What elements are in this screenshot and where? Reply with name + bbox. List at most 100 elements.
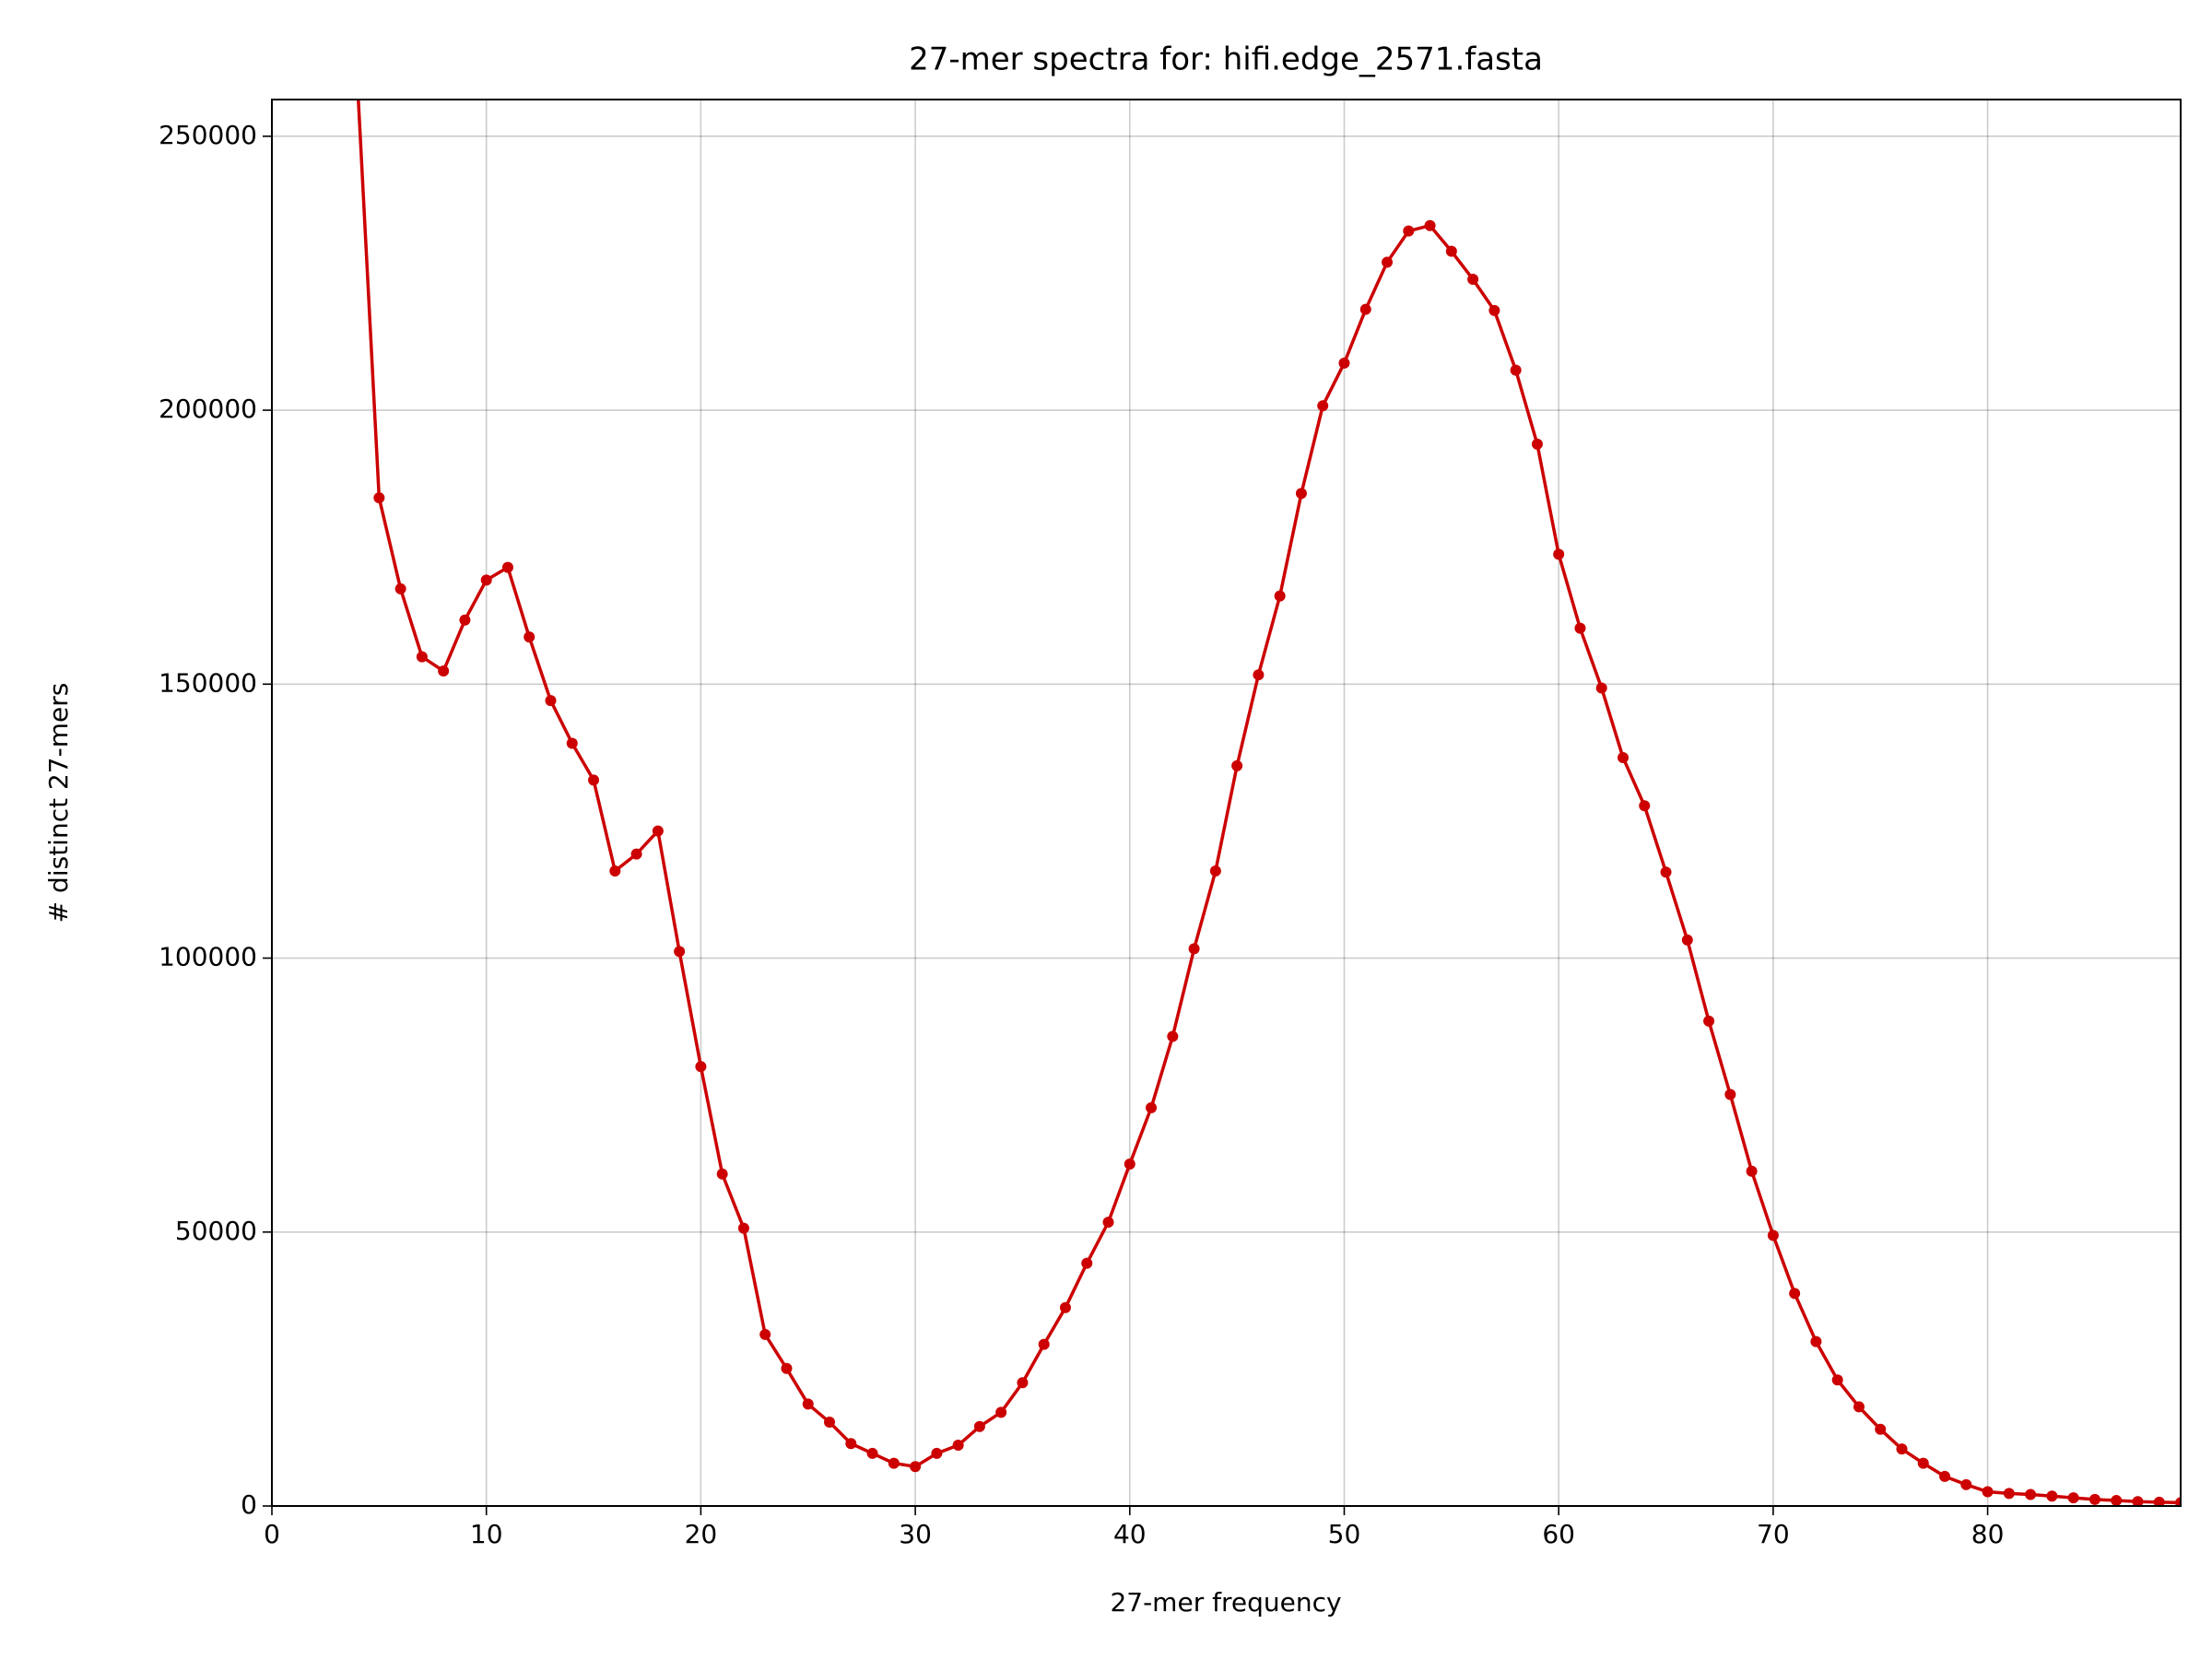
data-point — [1982, 1486, 1994, 1498]
data-point — [652, 825, 664, 837]
data-point — [1253, 669, 1265, 681]
x-tick-label: 0 — [264, 1519, 280, 1549]
data-point — [1017, 1377, 1029, 1389]
x-tick-label: 50 — [1328, 1519, 1361, 1549]
data-point — [888, 1457, 900, 1469]
data-point — [1810, 1335, 1822, 1347]
data-point — [1875, 1423, 1887, 1435]
data-point — [995, 1406, 1007, 1418]
x-tick-label: 70 — [1757, 1519, 1790, 1549]
x-tick-label: 40 — [1113, 1519, 1147, 1549]
data-point — [781, 1362, 793, 1374]
data-point — [1209, 865, 1221, 877]
data-point — [1231, 759, 1243, 771]
data-point — [845, 1438, 857, 1450]
x-tick-label: 60 — [1542, 1519, 1575, 1549]
data-point — [1295, 488, 1307, 500]
data-point — [1317, 400, 1329, 412]
data-point — [2067, 1492, 2079, 1504]
data-point — [1639, 800, 1651, 812]
data-point — [394, 582, 406, 594]
data-point — [545, 695, 557, 707]
data-point — [2111, 1495, 2123, 1506]
x-tick-label: 20 — [685, 1519, 718, 1549]
data-point — [1939, 1470, 1951, 1482]
data-point — [1102, 1217, 1114, 1229]
data-point — [1403, 225, 1415, 237]
data-point — [674, 946, 686, 958]
y-tick-label: 50000 — [175, 1216, 257, 1246]
data-point — [1917, 1457, 1929, 1469]
data-point — [1746, 1165, 1758, 1177]
data-point — [952, 1440, 964, 1452]
data-point — [1445, 245, 1457, 257]
x-axis-label: 27-mer frequency — [1110, 1587, 1341, 1618]
data-point — [973, 1420, 985, 1432]
data-point — [2025, 1488, 2037, 1500]
data-point — [1467, 273, 1479, 285]
data-point — [1359, 303, 1371, 315]
data-point — [1424, 219, 1436, 231]
data-point — [737, 1222, 749, 1234]
data-point — [1038, 1338, 1050, 1350]
data-point — [416, 651, 428, 663]
data-point — [480, 574, 492, 586]
data-point — [1382, 256, 1394, 268]
data-point — [1274, 590, 1286, 602]
data-point — [866, 1447, 878, 1459]
axes-frame — [271, 99, 2182, 1507]
data-point — [759, 1328, 771, 1340]
x-tick-label: 10 — [470, 1519, 503, 1549]
x-tick-label: 80 — [1971, 1519, 2005, 1549]
data-point — [2132, 1496, 2144, 1506]
data-point — [1059, 1301, 1071, 1313]
ticks: 0 10 20 30 40 50 60 70 80 0 50000 100000 150000 20000… — [159, 120, 2004, 1549]
data-point — [2003, 1488, 2015, 1500]
data-point — [630, 848, 642, 860]
data-point — [1146, 1101, 1158, 1113]
chart-title: 27-mer spectra for: hifi.edge_2571.fasta — [909, 41, 1543, 78]
data-point — [1124, 1159, 1135, 1171]
data-point — [1660, 866, 1672, 878]
data-point — [1724, 1088, 1736, 1100]
data-point — [588, 774, 600, 786]
data-point — [1767, 1230, 1779, 1241]
y-tick-label: 0 — [241, 1489, 257, 1520]
data-point — [1853, 1401, 1865, 1413]
data-point — [1488, 304, 1500, 316]
data-point — [716, 1168, 728, 1180]
data-point — [2153, 1496, 2165, 1506]
data-point — [1553, 548, 1565, 560]
x-tick-label: 30 — [899, 1519, 932, 1549]
data-point — [2046, 1490, 2058, 1502]
data-point — [802, 1398, 814, 1410]
data-point — [1081, 1257, 1093, 1269]
data-point — [2175, 1497, 2181, 1506]
data-point — [1338, 357, 1350, 369]
data-point — [609, 865, 621, 877]
y-tick-label: 100000 — [159, 942, 257, 972]
y-axis-label: # distinct 27-mers — [43, 683, 74, 924]
data-point — [1595, 682, 1607, 694]
data-point — [824, 1417, 836, 1429]
data-point — [910, 1461, 922, 1473]
grid — [271, 100, 2181, 1507]
data-point — [438, 665, 450, 677]
data-point — [1703, 1015, 1715, 1027]
data-point — [566, 737, 578, 749]
data-point — [1789, 1288, 1801, 1300]
data-point — [1681, 934, 1693, 946]
y-tick-label: 200000 — [159, 394, 257, 424]
data-point — [1831, 1374, 1843, 1386]
y-tick-label: 150000 — [159, 667, 257, 698]
data-point — [1960, 1478, 1972, 1490]
y-tick-label: 250000 — [159, 120, 257, 150]
data-point — [524, 631, 535, 643]
data-point — [695, 1061, 707, 1073]
data-point — [1617, 751, 1629, 763]
data-point — [1896, 1443, 1908, 1455]
data-point — [1531, 438, 1543, 450]
data-point — [1188, 943, 1200, 955]
